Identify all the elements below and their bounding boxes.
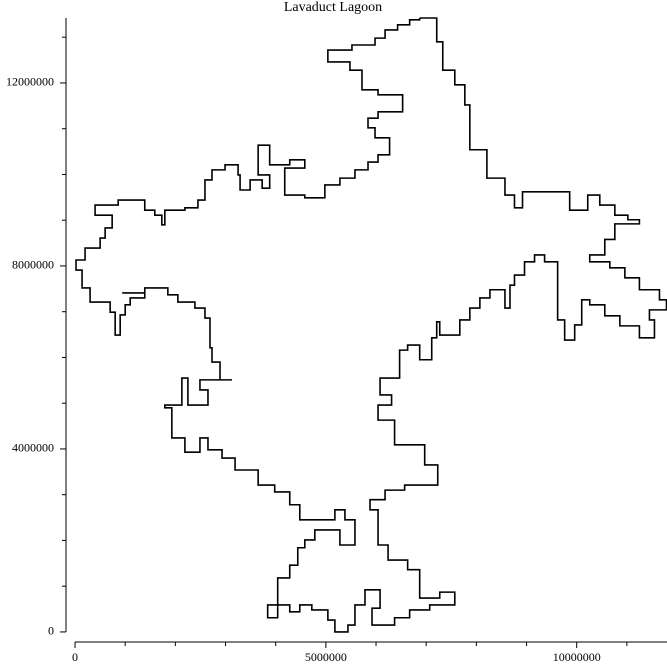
chart-title: Lavaduct Lagoon: [284, 0, 382, 15]
y-tick-label: 4000000: [12, 441, 54, 455]
y-tick-label: 0: [48, 624, 54, 638]
x-tick-label: 10000000: [553, 650, 601, 664]
y-tick-label: 8000000: [12, 258, 54, 272]
x-tick-label: 5000000: [305, 650, 347, 664]
line-series: [75, 17, 667, 633]
y-tick-label: 12000000: [6, 75, 54, 89]
x-tick-label: 0: [72, 650, 78, 664]
